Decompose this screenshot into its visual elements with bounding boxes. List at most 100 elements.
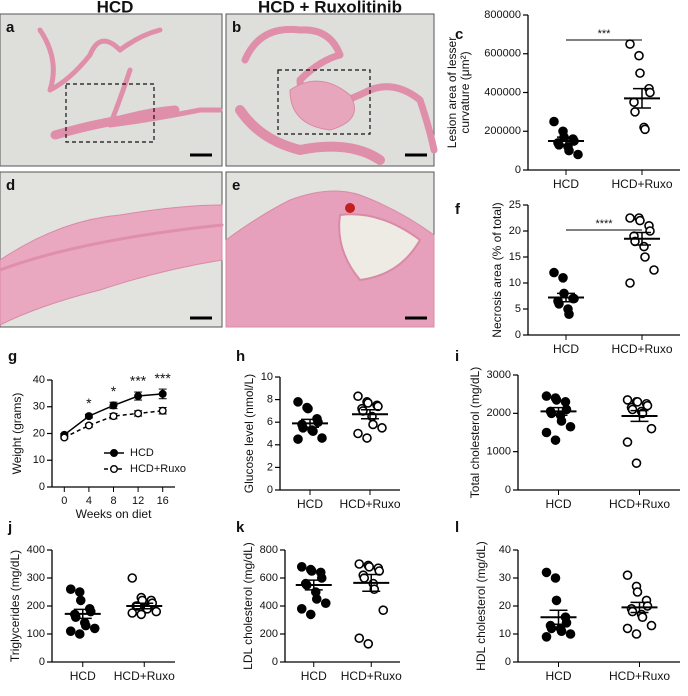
histology-image: a	[0, 13, 223, 167]
y-tick-label: 30	[33, 401, 45, 413]
data-point	[640, 252, 650, 262]
data-point	[60, 433, 69, 442]
y-tick-label: 8	[267, 394, 273, 406]
y-axis-label: Total cholesterol (mg/dL)	[468, 367, 482, 498]
data-point	[546, 623, 557, 634]
data-point	[631, 629, 642, 639]
data-point	[363, 398, 373, 408]
data-point	[303, 403, 313, 414]
x-tick-label: HCD+Ruxo	[341, 669, 402, 683]
data-point	[541, 391, 552, 401]
x-tick-label: HCD+Ruxo	[609, 497, 670, 511]
data-point	[353, 428, 363, 439]
data-point	[109, 401, 118, 410]
x-tick-label: 4	[86, 495, 92, 507]
x-tick-label: HCD+Ruxo	[611, 177, 672, 191]
y-tick-label: 400	[260, 600, 278, 612]
data-point	[296, 561, 307, 572]
data-point	[364, 561, 375, 572]
data-point	[635, 215, 645, 226]
y-tick-label: 2	[267, 461, 273, 473]
y-tick-label: 0	[39, 656, 45, 668]
y-tick-label: 10	[261, 371, 273, 383]
data-point	[549, 116, 559, 127]
y-axis-label: Glucose level (nmol/L)	[242, 374, 256, 493]
data-point	[65, 584, 76, 595]
x-tick-label: 12	[132, 495, 144, 507]
data-point	[127, 573, 138, 583]
data-point	[639, 241, 649, 252]
data-point	[629, 97, 639, 107]
data-point	[551, 395, 562, 405]
panel-label: c	[455, 26, 463, 43]
panel-label: b	[232, 19, 241, 36]
legend-label: HCD+Ruxo	[130, 463, 186, 475]
data-point	[74, 629, 85, 639]
data-point	[556, 626, 567, 637]
y-tick-label: 600	[260, 572, 278, 584]
significance-label: ***	[155, 370, 172, 386]
y-axis-label: Triglycerides (mg/dL)	[8, 550, 22, 662]
y-axis-label: LDL cholesterol (mg/dL)	[241, 542, 255, 670]
x-tick-label: HCD	[301, 669, 327, 683]
data-point	[75, 595, 86, 606]
x-tick-label: 0	[61, 495, 67, 507]
data-point	[573, 149, 583, 160]
data-point	[84, 412, 93, 421]
y-tick-label: 1000	[487, 446, 511, 458]
significance-label: ****	[595, 218, 613, 230]
data-point	[632, 397, 643, 407]
x-tick-label: HCD+Ruxo	[609, 669, 670, 683]
data-point	[134, 409, 143, 418]
significance-label: *	[111, 383, 117, 399]
data-point	[625, 39, 635, 49]
x-tick-label: 16	[157, 495, 169, 507]
panel-label: a	[6, 19, 15, 36]
x-tick-label: HCD	[546, 497, 572, 511]
data-point	[550, 573, 561, 583]
data-point	[308, 426, 318, 437]
histology-image: e	[225, 171, 435, 328]
data-point	[134, 392, 143, 401]
legend-marker	[109, 449, 118, 458]
data-point	[632, 587, 643, 597]
data-point	[293, 397, 303, 407]
significance-label: ***	[130, 373, 147, 389]
y-tick-label: 10	[509, 277, 521, 289]
y-tick-label: 0	[505, 656, 511, 668]
data-point	[136, 609, 147, 620]
panel-label: j	[7, 519, 12, 536]
panel-label: g	[8, 348, 17, 365]
y-tick-label: 300	[27, 572, 45, 584]
data-point	[74, 587, 85, 597]
y-tick-label: 400	[27, 544, 45, 556]
data-point	[320, 598, 331, 609]
data-point	[630, 107, 640, 117]
data-point	[151, 606, 162, 617]
x-tick-label: HCD+Ruxo	[339, 497, 400, 511]
data-point	[158, 406, 167, 415]
series-line	[63, 410, 163, 439]
data-point	[642, 601, 653, 611]
data-point	[635, 68, 645, 78]
significance-label: *	[86, 395, 92, 411]
data-point	[80, 620, 91, 631]
data-point	[622, 395, 633, 405]
y-tick-label: 10	[499, 628, 511, 640]
y-tick-label: 200	[260, 628, 278, 640]
y-tick-label: 10	[33, 454, 45, 466]
panel-label: e	[232, 177, 240, 194]
data-point	[541, 427, 552, 438]
data-point	[646, 620, 657, 631]
data-point	[354, 559, 365, 569]
x-tick-label: HCD	[553, 342, 579, 356]
panel-label: k	[236, 519, 245, 536]
y-tick-label: 0	[39, 481, 45, 493]
y-tick-label: 200	[27, 600, 45, 612]
panel-label: l	[455, 519, 459, 536]
y-tick-label: 0	[267, 484, 273, 496]
y-tick-label: 6	[267, 416, 273, 428]
y-tick-label: 100	[27, 628, 45, 640]
data-point	[627, 404, 638, 415]
